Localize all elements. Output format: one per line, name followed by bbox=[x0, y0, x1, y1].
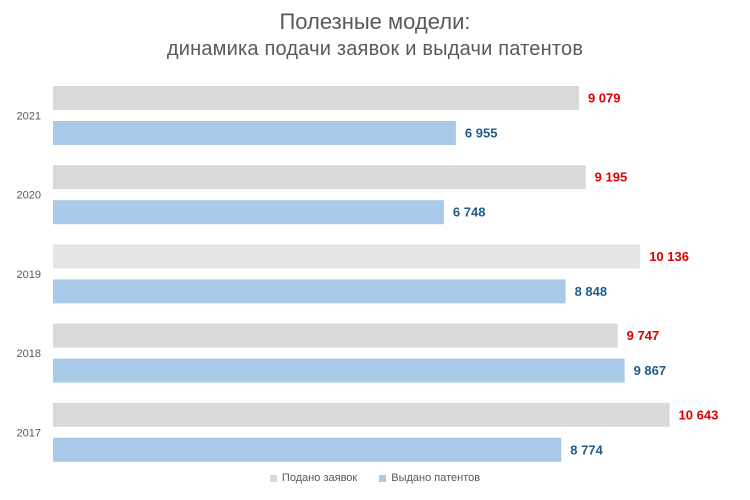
granted-bar-2018 bbox=[53, 359, 625, 383]
applied-value-label-2020: 9 195 bbox=[595, 170, 628, 185]
legend-item-granted: Выдано патентов bbox=[379, 472, 480, 484]
legend-swatch-granted bbox=[379, 475, 386, 482]
applied-bar-2020 bbox=[53, 165, 586, 189]
granted-bar-2017 bbox=[53, 438, 561, 462]
granted-value-label-2017: 8 774 bbox=[570, 442, 603, 457]
granted-value-label-2021: 6 955 bbox=[465, 126, 498, 141]
granted-bar-2020 bbox=[53, 200, 444, 224]
applied-bar-2019 bbox=[53, 244, 640, 268]
applied-value-label-2021: 9 079 bbox=[588, 91, 621, 106]
applied-bar-2017 bbox=[53, 403, 670, 427]
legend-item-applied: Подано заявок bbox=[270, 472, 357, 484]
applied-bar-2018 bbox=[53, 324, 618, 348]
granted-value-label-2019: 8 848 bbox=[575, 284, 608, 299]
legend: Подано заявок Выдано патентов bbox=[0, 472, 750, 484]
granted-value-label-2018: 9 867 bbox=[634, 363, 667, 378]
category-label-2017: 2017 bbox=[17, 427, 41, 439]
granted-value-label-2020: 6 748 bbox=[453, 205, 486, 220]
applied-value-label-2019: 10 136 bbox=[649, 249, 689, 264]
category-label-2020: 2020 bbox=[17, 190, 41, 202]
applied-value-label-2017: 10 643 bbox=[679, 407, 719, 422]
legend-label-applied: Подано заявок bbox=[282, 472, 357, 484]
category-label-2019: 2019 bbox=[17, 269, 41, 281]
legend-swatch-applied bbox=[270, 475, 277, 482]
granted-bar-2021 bbox=[53, 121, 456, 145]
category-label-2018: 2018 bbox=[17, 348, 41, 360]
applied-bar-2021 bbox=[53, 86, 579, 110]
category-label-2021: 2021 bbox=[17, 111, 41, 123]
granted-bar-2019 bbox=[53, 279, 566, 303]
legend-label-granted: Выдано патентов bbox=[391, 472, 480, 484]
applied-value-label-2018: 9 747 bbox=[627, 328, 660, 343]
